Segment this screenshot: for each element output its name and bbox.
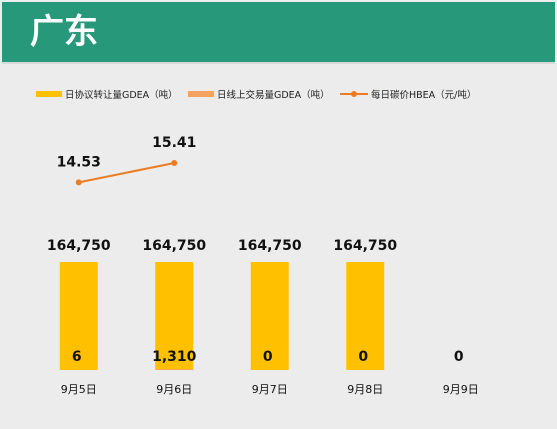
price-line [78, 161, 175, 184]
bar-agreement [250, 262, 289, 370]
data-label-online: 0 [454, 349, 464, 365]
legend-label-agreement: 日协议转让量GDEA（吨） [65, 90, 178, 101]
legend-label-price: 每日碳价HBEA（元/吨） [371, 90, 477, 101]
bar-online [155, 369, 194, 370]
bar-agreement [346, 262, 385, 370]
data-label-agreement: 164,750 [333, 238, 397, 254]
legend-swatch-agreement [36, 91, 62, 97]
price-point [75, 179, 82, 186]
data-label-agreement: 164,750 [142, 238, 206, 254]
data-label-online: 1,310 [152, 349, 197, 365]
chart-legend: 日协议转让量GDEA（吨） 日线上交易量GDEA（吨） 每日碳价HBEA（元/吨… [0, 85, 557, 103]
x-tick-label: 9月9日 [443, 383, 479, 396]
header-divider [2, 62, 555, 64]
legend-item-price: 每日碳价HBEA（元/吨） [340, 85, 476, 103]
header-bar: 广东 [2, 2, 555, 62]
x-tick-label: 9月8日 [347, 383, 383, 396]
data-label-price: 15.41 [152, 135, 196, 151]
data-label-agreement: 164,750 [238, 238, 302, 254]
x-tick-label: 9月6日 [156, 383, 192, 396]
price-point [171, 159, 178, 166]
data-label-agreement: 164,750 [47, 238, 111, 254]
legend-label-online: 日线上交易量GDEA（吨） [217, 90, 330, 101]
legend-item-agreement: 日协议转让量GDEA（吨） [36, 85, 178, 103]
data-label-online: 6 [72, 349, 82, 365]
x-tick-label: 9月7日 [252, 383, 288, 396]
bar-agreement [155, 262, 194, 370]
data-label-online: 0 [263, 349, 273, 365]
legend-item-online: 日线上交易量GDEA（吨） [188, 85, 330, 103]
legend-swatch-price [340, 89, 368, 99]
page-title: 广东 [30, 12, 98, 52]
bar-agreement [59, 262, 98, 370]
x-tick-label: 9月5日 [61, 383, 97, 396]
data-label-online: 0 [358, 349, 368, 365]
data-label-price: 14.53 [57, 154, 101, 170]
legend-swatch-online [188, 91, 214, 97]
